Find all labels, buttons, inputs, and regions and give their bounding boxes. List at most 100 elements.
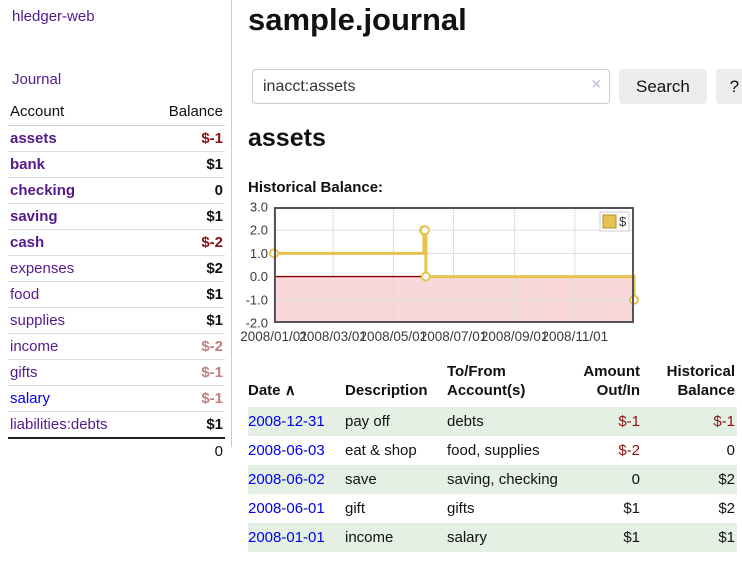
account-balance: $-1 (145, 385, 225, 412)
accounts-col-balance: Balance (145, 100, 225, 126)
account-balance: $1 (145, 411, 225, 438)
account-row: cash $-2 (8, 229, 225, 256)
account-link-food[interactable]: food (10, 286, 40, 303)
account-balance: $1 (145, 307, 225, 334)
register-table: Date ∧ Description To/From Account(s) Am… (248, 360, 737, 552)
svg-text:2008/01/01: 2008/01/01 (240, 329, 308, 344)
sort-asc-icon: ∧ (284, 382, 296, 399)
transaction-description: income (345, 529, 394, 546)
transaction-accounts: gifts (447, 500, 475, 517)
transaction-balance: $2 (718, 500, 735, 517)
transaction-amount: $1 (623, 500, 640, 517)
transaction-date-link[interactable]: 2008-01-01 (248, 529, 325, 546)
transaction-accounts: salary (447, 529, 488, 546)
account-balance: $1 (145, 281, 225, 308)
transaction-balance: 0 (726, 442, 735, 459)
account-balance: $-2 (145, 229, 225, 256)
clear-search-icon[interactable]: × (591, 76, 601, 93)
account-link-supplies[interactable]: supplies (10, 312, 66, 329)
account-balance: $-1 (201, 130, 223, 147)
account-link-bank[interactable]: bank (10, 156, 46, 173)
svg-text:2008/11/01: 2008/11/01 (542, 329, 609, 344)
svg-text:-1.0: -1.0 (246, 292, 268, 307)
register-col-amount: Amount Out/In (583, 363, 640, 399)
account-row: bank $1 (8, 151, 225, 178)
transaction-accounts: debts (447, 413, 484, 430)
register-col-account: To/From Account(s) (447, 363, 526, 399)
account-link-liabilities-debts[interactable]: liabilities:debts (10, 416, 108, 433)
register-row: 2008-01-01 income salary $1 $1 (248, 523, 737, 552)
svg-text:2008/07/01: 2008/07/01 (420, 329, 488, 344)
svg-text:2008/03/01: 2008/03/01 (299, 329, 367, 344)
transaction-date-link[interactable]: 2008-06-03 (248, 442, 325, 459)
help-button[interactable]: ? (715, 69, 742, 104)
register-row: 2008-06-03 eat & shop food, supplies $-2 0 (248, 436, 737, 465)
account-link-expenses[interactable]: expenses (10, 260, 75, 277)
account-row: assets $-1 (8, 126, 225, 152)
transaction-date-link[interactable]: 2008-12-31 (248, 413, 325, 430)
account-row: income $-2 (8, 333, 225, 360)
sidebar-item-journal[interactable]: Journal (12, 71, 62, 88)
accounts-total: 0 (8, 437, 225, 464)
sidebar: hledger-web Journal Account Balance asse… (0, 0, 232, 464)
register-col-description: Description (345, 382, 428, 399)
transaction-amount: $1 (623, 529, 640, 546)
account-balance: $1 (145, 151, 225, 178)
transaction-accounts: food, supplies (447, 442, 540, 459)
transaction-date-link[interactable]: 2008-06-01 (248, 500, 325, 517)
account-title: assets (248, 124, 326, 152)
page-title: sample.journal (248, 2, 467, 37)
account-link-checking[interactable]: checking (10, 182, 76, 199)
svg-text:$: $ (619, 214, 627, 229)
transaction-balance: $-1 (713, 413, 735, 430)
account-link-saving[interactable]: saving (10, 208, 58, 225)
account-link-income[interactable]: income (10, 338, 59, 355)
svg-text:2008/05/01: 2008/05/01 (360, 329, 428, 344)
account-link-gifts[interactable]: gifts (10, 364, 38, 381)
transaction-accounts: saving, checking (447, 471, 558, 488)
transaction-balance: $2 (718, 471, 735, 488)
register-col-balance: Historical Balance (666, 363, 735, 399)
historical-balance-chart: $3.0 2.0 1.0 0.0 -1.0 -2.0 2008/01/01 2008/03/0… (240, 200, 720, 348)
transaction-description: pay off (345, 413, 390, 430)
account-row: saving $1 (8, 203, 225, 230)
register-row: 2008-06-02 save saving, checking 0 $2 (248, 465, 737, 494)
account-link-cash[interactable]: cash (10, 234, 45, 251)
account-row: gifts $-1 (8, 359, 225, 386)
transaction-amount: $-2 (618, 442, 640, 459)
transaction-balance: $1 (718, 529, 735, 546)
account-link-salary[interactable]: salary (10, 390, 51, 407)
transaction-amount: 0 (631, 471, 640, 488)
svg-text:2.0: 2.0 (250, 223, 268, 238)
search-button[interactable]: Search (619, 69, 707, 104)
account-row: expenses $2 (8, 255, 225, 282)
accounts-total-row: 0 (8, 437, 225, 464)
svg-text:-2.0: -2.0 (246, 316, 268, 331)
chart-title: Historical Balance: (248, 179, 384, 196)
account-row: checking 0 (8, 177, 225, 204)
account-row: liabilities:debts $1 (8, 411, 225, 438)
account-row: food $1 (8, 281, 225, 308)
app-brand-link[interactable]: hledger-web (12, 8, 95, 25)
transaction-amount: $-1 (618, 413, 640, 430)
account-row: salary $-1 (8, 385, 225, 412)
svg-text:3.0: 3.0 (250, 200, 268, 215)
register-col-date[interactable]: Date ∧ (248, 382, 296, 399)
account-balance: $-1 (145, 359, 225, 386)
accounts-table: Account Balance assets $-1 bank $1 checking 0… (8, 100, 225, 464)
transaction-description: gift (345, 500, 366, 517)
register-row: 2008-06-01 gift gifts $1 $2 (248, 494, 737, 523)
account-row: supplies $1 (8, 307, 225, 334)
account-balance: $-2 (145, 333, 225, 360)
svg-text:2008/09/01: 2008/09/01 (481, 329, 549, 344)
accounts-col-account: Account (8, 100, 146, 126)
svg-text:0.0: 0.0 (250, 269, 268, 284)
search-input[interactable] (252, 69, 610, 104)
transaction-description: save (345, 471, 377, 488)
register-row: 2008-12-31 pay off debts $-1 $-1 (248, 407, 737, 436)
transaction-date-link[interactable]: 2008-06-02 (248, 471, 325, 488)
account-balance: $2 (145, 255, 225, 282)
account-balance: 0 (145, 177, 225, 204)
account-balance: $1 (145, 203, 225, 230)
account-link-assets[interactable]: assets (10, 130, 57, 147)
